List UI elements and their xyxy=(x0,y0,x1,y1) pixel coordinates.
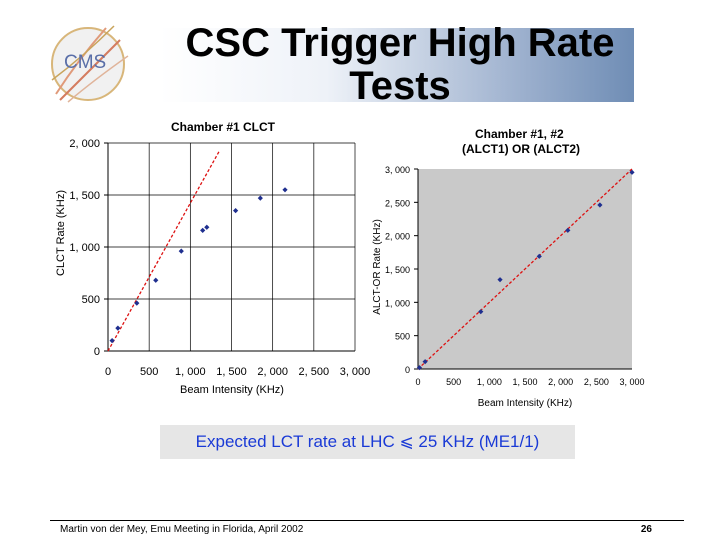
y-tick-label: 3, 000 xyxy=(385,165,410,175)
data-point xyxy=(536,253,542,259)
cms-logo: CMS xyxy=(51,25,129,103)
x-tick-label: 1, 500 xyxy=(512,377,537,387)
chart1-xlabel: Beam Intensity (KHz) xyxy=(180,384,284,396)
title-band xyxy=(160,28,634,102)
y-tick-label: 2, 000 xyxy=(385,232,410,242)
y-tick-label: 1, 500 xyxy=(385,265,410,275)
footer-text: Martin von der Mey, Emu Meeting in Flori… xyxy=(60,524,304,535)
data-point xyxy=(109,338,115,344)
chart2-ylabel: ALCT-OR Rate (KHz) xyxy=(372,219,383,315)
x-tick-label: 2, 000 xyxy=(548,377,573,387)
y-tick-label: 1, 000 xyxy=(69,242,100,254)
x-tick-label: 2, 000 xyxy=(257,366,288,378)
chart1-ylabel: CLCT Rate (KHz) xyxy=(55,190,67,276)
data-point xyxy=(178,248,184,254)
y-tick-label: 1, 000 xyxy=(385,298,410,308)
y-tick-label: 2, 500 xyxy=(385,198,410,208)
y-tick-label: 1, 500 xyxy=(69,190,100,202)
x-tick-label: 3, 000 xyxy=(619,377,644,387)
data-point xyxy=(233,208,239,214)
slide-title: CSC Trigger High Rate Tests xyxy=(185,21,615,108)
data-point xyxy=(257,195,263,201)
y-tick-label: 500 xyxy=(82,294,100,306)
chart2-plot: 0 500 1, 000 1, 500 2, 000 2, 500 3, 000 0 500 1,… xyxy=(385,165,645,387)
y-tick-label: 0 xyxy=(94,346,100,358)
chart2-title-line1: Chamber #1, #2 xyxy=(475,127,564,141)
y-tick-label: 500 xyxy=(395,332,410,342)
fit-line xyxy=(107,151,220,352)
data-point xyxy=(115,325,121,331)
fit-line xyxy=(417,168,633,370)
x-tick-label: 2, 500 xyxy=(584,377,609,387)
data-point xyxy=(478,309,484,315)
data-point xyxy=(200,227,206,233)
data-point xyxy=(204,224,210,230)
x-tick-label: 1, 000 xyxy=(175,366,206,378)
y-tick-label: 0 xyxy=(405,365,410,375)
chart2-xlabel: Beam Intensity (KHz) xyxy=(478,398,572,409)
chart1-title: Chamber #1 CLCT xyxy=(171,120,276,134)
x-tick-label: 0 xyxy=(105,366,111,378)
chart1-plot: 0 500 1, 000 1, 500 2, 000 0 500 1, 000 1, 500 2,… xyxy=(69,138,370,378)
chart2-title-line2: (ALCT1) OR (ALCT2) xyxy=(462,142,580,156)
logo-text: CMS xyxy=(64,52,106,73)
data-point xyxy=(629,169,635,175)
x-tick-label: 500 xyxy=(140,366,158,378)
data-point xyxy=(153,277,159,283)
x-tick-label: 500 xyxy=(446,377,461,387)
page-number: 26 xyxy=(640,524,652,535)
data-point xyxy=(565,227,571,233)
data-point xyxy=(134,300,140,306)
y-tick-label: 2, 000 xyxy=(69,138,100,150)
x-tick-label: 1, 500 xyxy=(216,366,247,378)
x-tick-label: 3, 000 xyxy=(340,366,371,378)
data-point xyxy=(416,365,423,371)
data-point xyxy=(282,187,288,193)
footer-rule xyxy=(50,520,684,521)
data-point xyxy=(497,277,503,283)
chart2-title: Chamber #1, #2 (ALCT1) OR (ALCT2) xyxy=(462,127,580,156)
x-tick-label: 0 xyxy=(415,377,420,387)
x-tick-label: 2, 500 xyxy=(299,366,330,378)
x-tick-label: 1, 000 xyxy=(477,377,502,387)
data-point xyxy=(597,202,603,208)
data-point xyxy=(422,359,428,365)
expected-rate-callout: Expected LCT rate at LHC ⩽ 25 KHz (ME1/1… xyxy=(160,425,575,459)
